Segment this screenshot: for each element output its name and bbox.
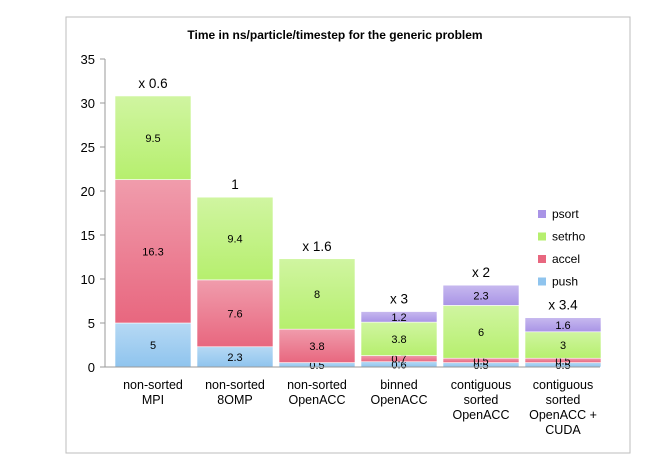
x-category-line: OpenACC [371, 393, 428, 407]
bar-value-label: 1.6 [555, 320, 570, 332]
bar-value-label: 0.7 [391, 354, 406, 366]
y-tick-label: 5 [88, 316, 95, 331]
legend-label-psort: psort [552, 207, 579, 221]
bar-segment-accel [196, 279, 274, 348]
x-category-line: 8OMP [217, 393, 252, 407]
bar-segment-accel [114, 179, 192, 324]
x-category-line: OpenACC [453, 408, 510, 422]
bar-value-label: 2.3 [227, 352, 242, 364]
x-category-label: non-sorted 8OMP [205, 378, 265, 407]
x-category-label: non-sorted OpenACC [287, 378, 347, 407]
x-category-label: binned OpenACC [371, 378, 428, 407]
x-category-line: MPI [142, 393, 164, 407]
legend-swatch-accel [538, 255, 546, 263]
legend-swatch-setrho [538, 232, 546, 241]
bar-segment-setrho [278, 258, 356, 330]
y-tick-label: 30 [81, 96, 95, 111]
bar-segment-setrho [524, 331, 602, 359]
bar-value-label: 9.4 [227, 234, 242, 246]
speedup-label: x 3.4 [548, 298, 578, 313]
x-category-line: contiguous [533, 378, 593, 392]
bar-segment-psort [442, 284, 520, 306]
x-category-label: non-sorted MPI [123, 378, 183, 407]
legend-swatch-push [538, 277, 546, 286]
x-category-line: non-sorted [123, 378, 183, 392]
speedup-label: x 2 [472, 265, 490, 280]
y-tick-label: 10 [81, 272, 95, 287]
y-tick-label: 15 [81, 228, 95, 243]
speedup-label: 1 [231, 177, 239, 192]
bar-value-label: 6 [478, 327, 484, 339]
bar-value-label: 1.2 [391, 312, 406, 324]
bar-segment-psort [524, 317, 602, 333]
bar-value-label: 0.6 [391, 359, 406, 371]
y-tick-label: 0 [88, 360, 95, 375]
x-category-line: non-sorted [287, 378, 347, 392]
x-category-line: sorted [464, 393, 499, 407]
legend: psort setrho accel push [538, 207, 586, 289]
chart-title: Time in ns/particle/timestep for the gen… [187, 28, 482, 42]
x-category-label: contiguous sorted OpenACC [451, 378, 511, 422]
bar-value-label: 3.8 [309, 341, 324, 353]
bar-segment-setrho [360, 321, 438, 356]
bar-value-label: 16.3 [142, 246, 163, 258]
legend-swatch-psort [538, 210, 546, 218]
bar-segment-psort [360, 311, 438, 323]
legend-label-setrho: setrho [552, 230, 586, 244]
bar-value-label: 8 [314, 289, 320, 301]
speedup-label: x 0.6 [138, 76, 167, 91]
legend-label-accel: accel [552, 252, 580, 266]
x-category-label: contiguous sorted OpenACC + CUDA [529, 378, 597, 437]
bar-value-label: 7.6 [227, 308, 242, 320]
y-axis: 0 5 10 15 20 25 30 35 [81, 52, 106, 375]
y-tick-label: 25 [81, 140, 95, 155]
speedup-label: x 1.6 [302, 239, 331, 254]
bar-value-label: 9.5 [145, 133, 160, 145]
bars: 516.39.5x 0.62.37.69.410.53.88x 1.60.60.… [114, 76, 602, 372]
bar-value-label: 3 [560, 340, 566, 352]
bar-value-label: 5 [150, 340, 156, 352]
bar-segment-setrho [196, 196, 274, 281]
bar-segment-accel [278, 328, 356, 363]
y-tick-label: 20 [81, 184, 95, 199]
x-category-line: OpenACC + [529, 408, 597, 422]
bar-segment-setrho [114, 95, 192, 180]
bar-value-label: 2.3 [473, 290, 488, 302]
speedup-label: x 3 [390, 292, 408, 307]
x-category-line: binned [380, 378, 418, 392]
bar-segment-push [114, 322, 192, 368]
x-category-line: non-sorted [205, 378, 265, 392]
x-category-line: sorted [546, 393, 581, 407]
legend-label-push: push [552, 275, 578, 289]
y-tick-label: 35 [81, 52, 95, 67]
x-category-line: CUDA [545, 423, 581, 437]
x-category-line: contiguous [451, 378, 511, 392]
bar-value-label: 3.8 [391, 334, 406, 346]
x-category-line: OpenACC [289, 393, 346, 407]
